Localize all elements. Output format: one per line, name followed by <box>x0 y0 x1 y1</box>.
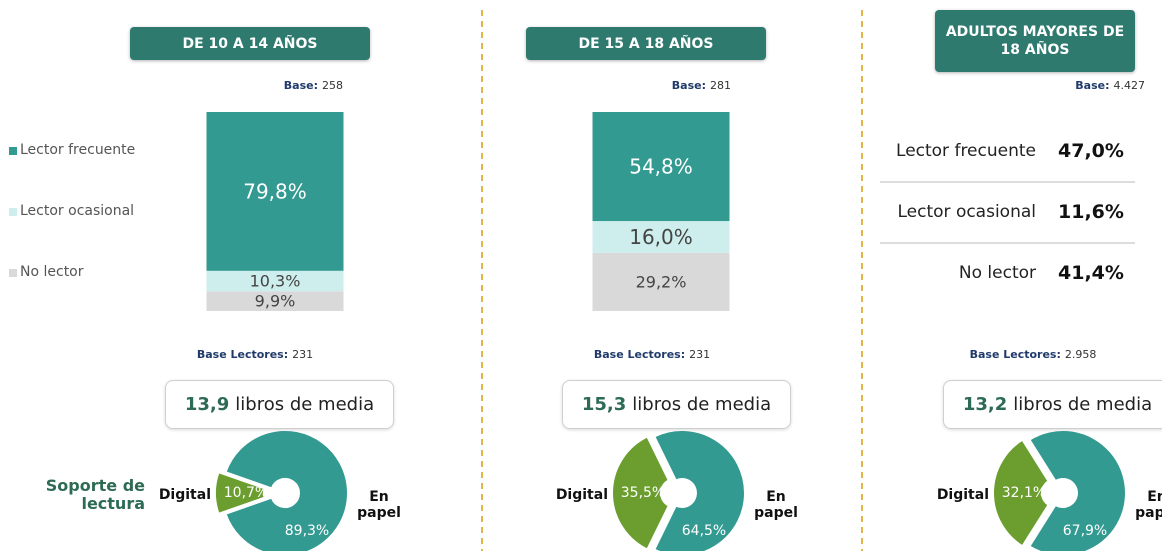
base-line: Base Lectores: 231 <box>105 348 405 362</box>
legend-swatch <box>9 208 17 216</box>
mean-box: 13,2 libros de media <box>943 380 1162 429</box>
pie-value-label: 89,3% <box>285 523 329 539</box>
bar-value-label: 54,8% <box>629 155 693 179</box>
base-label: Base: <box>671 79 706 92</box>
bar-value-label: 9,9% <box>255 292 296 311</box>
base-label: Base Lectores: <box>196 348 289 361</box>
bar-segment <box>592 221 730 253</box>
base-value: 258 <box>322 79 343 92</box>
base-value: 231 <box>689 348 711 361</box>
row-value: 11,6% <box>1058 201 1124 223</box>
pie-category-label: Digital <box>555 487 608 503</box>
pie-category-label: En papel <box>1135 489 1162 522</box>
pie-value-label: 35,5% <box>621 485 665 501</box>
base-line: Base Lectores: 2.958 <box>883 348 1162 362</box>
pie-slice <box>611 435 671 551</box>
base-value: 4.427 <box>1113 79 1146 92</box>
base-line: Base Lectores: 231 <box>502 348 802 362</box>
pie-slice <box>1028 429 1127 551</box>
pie-slice <box>224 429 349 551</box>
bar-segment <box>592 252 730 311</box>
mean-value: 13,9 <box>184 394 230 415</box>
pie-value-label: 32,1% <box>1002 485 1046 501</box>
legend-swatch <box>9 269 17 277</box>
pie-slice <box>214 470 267 516</box>
pie-value-label: 10,7% <box>224 485 268 501</box>
mean-box: 15,3 libros de media <box>562 380 791 429</box>
row-label: No lector <box>958 263 1036 283</box>
bar-value-label: 16,0% <box>629 225 693 249</box>
bar-value-label: 10,3% <box>250 272 301 291</box>
mean-text: libros de media <box>632 394 772 415</box>
pie-slice <box>992 438 1050 548</box>
base-line: Base: 4.427 <box>1075 79 1146 93</box>
base-line: Base: 281 <box>671 79 731 93</box>
legend-label: Lector frecuente <box>20 142 136 158</box>
bar-value-label: 79,8% <box>243 179 307 203</box>
pie-category-label: Digital <box>158 487 211 503</box>
pie-category-label: En papel <box>754 489 798 522</box>
bar-value-label: 29,2% <box>636 272 687 291</box>
pie-category-label: En papel <box>357 489 401 522</box>
bar-segment <box>592 112 730 222</box>
base-label: Base Lectores: <box>593 348 686 361</box>
group-header: ADULTOS MAYORES DE 18 AÑOS <box>935 10 1135 72</box>
mean-box: 13,9 libros de media <box>165 380 394 429</box>
row-value: 41,4% <box>1058 262 1124 284</box>
row-label: Lector frecuente <box>896 141 1036 161</box>
bar-segment <box>206 270 344 292</box>
legend-label: Lector ocasional <box>20 203 135 219</box>
base-label: Base Lectores: <box>969 348 1061 361</box>
group-header: DE 10 A 14 AÑOS <box>130 27 370 60</box>
row-label: Lector ocasional <box>897 202 1037 222</box>
legend-swatch <box>9 147 17 155</box>
mean-value: 13,2 <box>962 394 1008 415</box>
bar-segment <box>206 291 344 311</box>
pie-value-label: 67,9% <box>1063 523 1107 539</box>
base-label: Base: <box>283 79 318 92</box>
pie-category-label: Digital <box>936 487 989 503</box>
legend-label: No lector <box>20 264 84 280</box>
base-line: Base: 258 <box>283 79 343 93</box>
pie-slice <box>652 429 746 551</box>
bar-segment <box>206 112 344 271</box>
pie-side-label: Soporte de lectura <box>45 476 145 514</box>
mean-text: libros de media <box>235 394 375 415</box>
base-value: 231 <box>292 348 314 361</box>
mean-value: 15,3 <box>581 394 627 415</box>
mean-text: libros de media <box>1013 394 1153 415</box>
base-value: 281 <box>710 79 731 92</box>
pie-value-label: 64,5% <box>682 523 726 539</box>
base-label: Base: <box>1075 79 1110 92</box>
base-value: 2.958 <box>1064 348 1097 361</box>
group-header: DE 15 A 18 AÑOS <box>526 27 766 60</box>
row-value: 47,0% <box>1058 140 1124 162</box>
